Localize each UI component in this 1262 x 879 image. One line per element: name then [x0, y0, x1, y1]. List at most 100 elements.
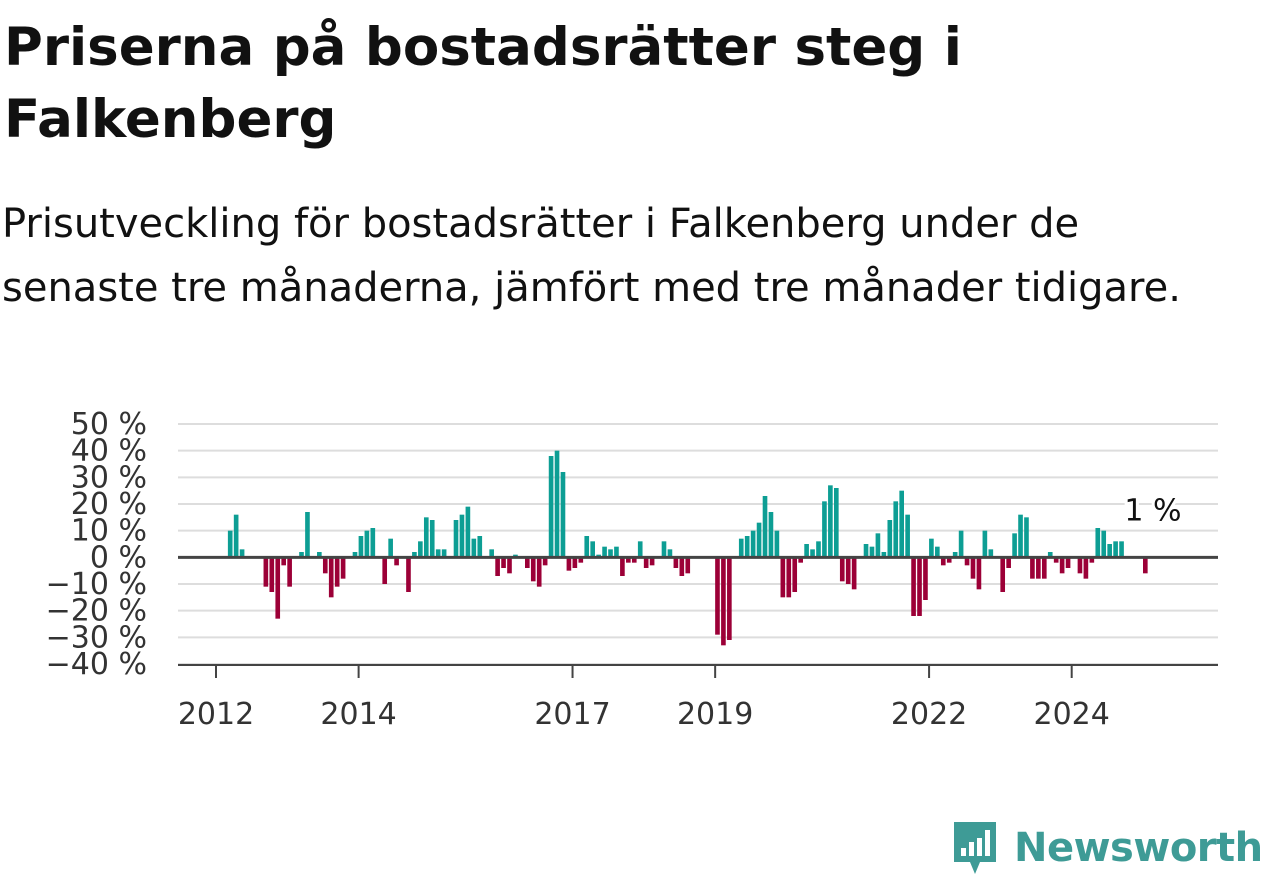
bar: [263, 557, 269, 587]
bar: [851, 557, 857, 590]
bar: [727, 557, 732, 640]
bar: [869, 546, 875, 558]
bar: [1006, 557, 1011, 568]
x-tick-label: 2024: [1034, 697, 1110, 732]
bar: [1024, 517, 1029, 558]
bar: [893, 501, 899, 558]
bar: [620, 557, 625, 576]
bar: [1107, 544, 1112, 558]
y-tick-label: 50 %: [71, 407, 147, 442]
bar: [542, 557, 548, 566]
bar: [602, 546, 607, 558]
bar: [578, 557, 584, 563]
bar: [471, 538, 477, 558]
bar: [988, 549, 994, 558]
bar: [281, 557, 287, 566]
bar: [269, 557, 275, 592]
bar: [441, 549, 447, 558]
bar: [929, 538, 934, 558]
bar: [1018, 514, 1023, 558]
x-tick-label: 2022: [891, 697, 967, 732]
brand-name: Newsworthy: [1014, 825, 1262, 871]
bar: [762, 496, 768, 558]
bar: [673, 557, 679, 568]
bar: [435, 549, 441, 558]
bar: [1012, 533, 1017, 558]
x-tick-label: 2012: [178, 697, 254, 732]
bar: [608, 549, 613, 558]
bar: [572, 557, 578, 568]
bar: [667, 549, 673, 558]
bar: [287, 557, 292, 587]
bar: [406, 557, 411, 592]
y-tick-label: −40 %: [46, 647, 147, 682]
bar: [275, 557, 281, 619]
bar: [530, 557, 536, 582]
bar: [1119, 541, 1124, 558]
x-tick-label: 2017: [534, 697, 610, 732]
bar: [554, 450, 560, 558]
y-tick-label: −30 %: [46, 620, 147, 655]
bar: [958, 530, 964, 558]
bar: [1053, 557, 1059, 563]
bar: [976, 557, 982, 590]
bar: [899, 490, 905, 558]
bar: [459, 514, 465, 558]
bar: [299, 552, 304, 558]
bar: [495, 557, 500, 576]
x-axis-ticks: 2012 2014 2017 2019 2022 2024: [178, 665, 1110, 732]
bar: [501, 557, 506, 568]
bar: [744, 536, 750, 558]
bar: [923, 557, 928, 600]
bar: [750, 530, 756, 558]
bar: [649, 557, 655, 566]
bar: [1077, 557, 1083, 574]
bar: [1059, 557, 1065, 574]
bar: [774, 530, 780, 558]
bar: [340, 557, 346, 579]
bar: [834, 488, 839, 558]
bar: [822, 501, 827, 558]
bar: [322, 557, 328, 574]
newsworthy-logo-icon: [954, 822, 996, 874]
bar: [940, 557, 946, 566]
y-axis-labels: 50 %40 %30 %20 %10 %0 %−10 %−20 %−30 %−4…: [46, 407, 147, 682]
bar: [964, 557, 970, 566]
bar: [721, 557, 726, 646]
x-tick-label: 2019: [677, 697, 753, 732]
bar: [317, 552, 322, 558]
bar: [863, 544, 869, 558]
bar: [584, 536, 590, 558]
bar: [875, 533, 881, 558]
bar: [905, 514, 910, 558]
bar: [1095, 528, 1101, 558]
bar: [970, 557, 976, 579]
bar: [334, 557, 340, 587]
bar: [423, 517, 429, 558]
bar: [839, 557, 845, 582]
bar: [881, 552, 887, 558]
bar: [804, 544, 809, 558]
bar: [1101, 530, 1107, 558]
bar: [845, 557, 851, 584]
bar: [756, 522, 762, 558]
price-change-bar-chart: 50 %40 %30 %20 %10 %0 %−10 %−20 %−30 %−4…: [46, 407, 1218, 732]
bar: [1030, 557, 1035, 579]
bar: [352, 552, 358, 558]
bar: [626, 557, 631, 563]
bar: [364, 530, 370, 558]
bar: [525, 557, 530, 568]
bar: [816, 541, 821, 558]
bar: [465, 506, 471, 558]
bar: [614, 546, 619, 558]
brand: Newsworthy: [950, 818, 1262, 878]
bar: [477, 536, 483, 558]
bars: [227, 450, 1148, 646]
bar: [507, 557, 512, 574]
bar: [429, 520, 435, 558]
bar: [738, 538, 744, 558]
bar: [917, 557, 922, 616]
bar: [227, 530, 233, 558]
bar: [382, 557, 388, 584]
bar: [388, 538, 393, 558]
